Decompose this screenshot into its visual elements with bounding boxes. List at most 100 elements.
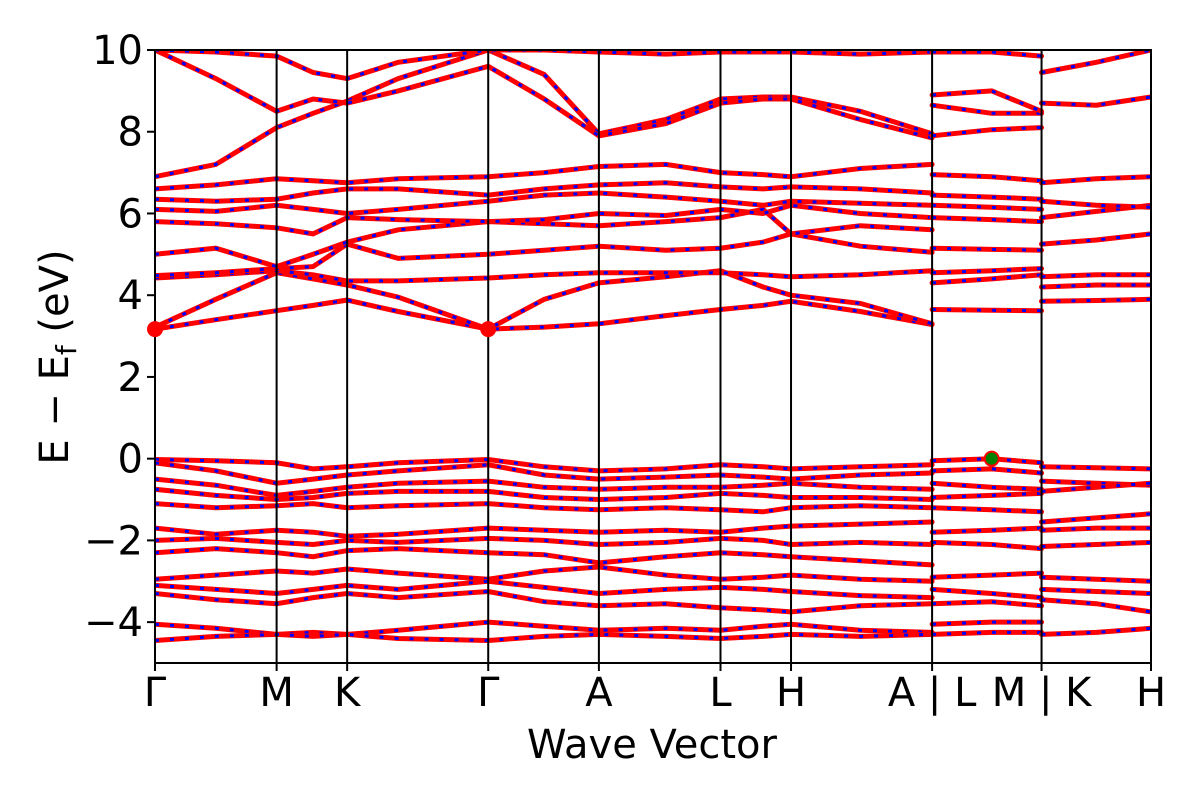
band-line-dashed-11 xyxy=(155,50,933,81)
x-tick-label-2: K xyxy=(334,670,362,716)
band-line-dashed-57 xyxy=(1041,50,1151,74)
band-line-dashed-47 xyxy=(932,620,1042,626)
band-line-dashed-0 xyxy=(155,298,933,331)
band-line-dashed-2 xyxy=(155,269,933,283)
band-line-dashed-50 xyxy=(1041,283,1151,289)
band-line-dashed-43 xyxy=(932,540,1042,551)
band-line-dashed-64 xyxy=(1041,575,1151,583)
band-line-18 xyxy=(155,535,935,548)
band-line-24 xyxy=(155,631,935,644)
band-line-dashed-22 xyxy=(155,589,933,614)
band-line-21 xyxy=(155,578,935,601)
band-line-dashed-49 xyxy=(1041,297,1151,303)
x-tick-label-4: A xyxy=(585,670,613,716)
cbm-marker-0 xyxy=(147,321,163,338)
band-line-dashed-55 xyxy=(1041,175,1151,185)
band-line-16 xyxy=(155,501,935,515)
y-axis-ticks: 10 8 6 4 2 0 −2 −4 xyxy=(84,28,155,646)
band-line-dashed-66 xyxy=(1041,598,1151,614)
band-line-dashed-37 xyxy=(932,457,1042,465)
bands xyxy=(155,50,1151,644)
band-line-dashed-5 xyxy=(155,203,933,236)
y-tick-label-3: 4 xyxy=(118,273,143,319)
band-line-9 xyxy=(155,50,935,180)
x-tick-label-8: M | K xyxy=(992,670,1093,716)
x-tick-label-3: Γ xyxy=(477,670,500,716)
band-line-dashed-35 xyxy=(931,126,1042,138)
band-line-dashed-39 xyxy=(931,481,1042,491)
plot-frame xyxy=(154,49,1152,664)
band-line-dashed-61 xyxy=(1041,512,1151,524)
band-line-dashed-26 xyxy=(931,273,1042,285)
band-line-dashed-25 xyxy=(932,308,1042,313)
band-line-dashed-7 xyxy=(155,181,933,203)
x-tick-label-6: H xyxy=(776,670,806,716)
band-line-dashed-17 xyxy=(155,520,933,538)
x-tick-label-0: Γ xyxy=(144,670,167,716)
band-line-34 xyxy=(929,88,1044,114)
y-axis-label-subscript: f xyxy=(50,344,83,355)
y-axis-label: E − Ef (eV) xyxy=(32,249,83,464)
band-line-dashed-12 xyxy=(155,457,933,473)
band-line-dashed-27 xyxy=(932,267,1042,275)
band-line-dashed-46 xyxy=(932,600,1042,608)
band-line-dashed-15 xyxy=(155,487,933,502)
y-tick-label-5: 0 xyxy=(118,437,143,483)
plot-area xyxy=(147,49,1152,664)
band-line-dashed-13 xyxy=(155,461,933,485)
band-line-dashed-38 xyxy=(932,467,1042,475)
band-line-dashed-40 xyxy=(932,491,1042,499)
band-line-dashed-29 xyxy=(932,216,1042,224)
band-line-dashed-54 xyxy=(1041,199,1151,209)
band-line-dashed-9 xyxy=(155,50,933,179)
band-line-dashed-32 xyxy=(932,173,1042,183)
y-axis-label-suffix: (eV) xyxy=(32,249,78,345)
band-line-dashed-31 xyxy=(932,193,1042,201)
band-line-dashed-41 xyxy=(932,506,1042,514)
band-line-10 xyxy=(155,50,935,141)
band-line-dashed-56 xyxy=(1041,95,1151,107)
band-line-dashed-4 xyxy=(155,207,933,269)
band-line-dashed-30 xyxy=(932,203,1042,211)
band-line-dashed-33 xyxy=(931,103,1042,115)
band-line-dashed-52 xyxy=(1041,232,1151,246)
y-tick-label-7: −4 xyxy=(84,600,143,646)
y-tick-label-2: 6 xyxy=(118,191,143,237)
x-axis-label: Wave Vector xyxy=(527,722,778,768)
band-line-dashed-42 xyxy=(932,526,1042,534)
band-line-dashed-63 xyxy=(1041,540,1151,548)
band-line-7 xyxy=(155,180,935,204)
y-tick-label-6: −2 xyxy=(84,518,143,564)
x-tick-label-9: H xyxy=(1136,670,1166,716)
band-line-dashed-28 xyxy=(932,246,1042,252)
y-tick-label-0: 10 xyxy=(92,28,143,74)
band-line-dashed-21 xyxy=(155,579,933,600)
band-line-dashed-62 xyxy=(1041,526,1151,532)
band-line-1 xyxy=(155,268,935,332)
vbm-marker-2 xyxy=(983,450,1000,467)
band-line-dashed-23 xyxy=(155,620,933,636)
band-line-dashed-45 xyxy=(931,587,1042,600)
band-line-dashed-14 xyxy=(155,477,933,497)
cbm-marker-1 xyxy=(480,321,497,338)
x-tick-label-1: M xyxy=(259,670,294,716)
band-line-dashed-19 xyxy=(155,547,933,567)
x-tick-label-5: L xyxy=(709,670,732,716)
band-line-3 xyxy=(155,231,935,279)
x-tick-label-7: A | L xyxy=(888,670,977,716)
band-line-dashed-10 xyxy=(155,50,933,140)
band-line-dashed-60 xyxy=(1041,481,1151,493)
band-line-dashed-6 xyxy=(155,191,933,216)
band-line-0 xyxy=(155,297,935,332)
y-axis-label-prefix: E − E xyxy=(32,355,78,465)
band-line-dashed-36 xyxy=(932,50,1042,58)
band-line-dashed-20 xyxy=(155,565,933,583)
band-line-20 xyxy=(155,564,935,584)
band-line-dashed-1 xyxy=(155,269,933,331)
band-line-dashed-67 xyxy=(1041,626,1151,636)
y-tick-label-1: 8 xyxy=(118,110,143,156)
band-line-dashed-51 xyxy=(1041,273,1151,279)
band-line-dashed-65 xyxy=(1041,587,1151,595)
y-tick-label-4: 2 xyxy=(118,355,143,401)
